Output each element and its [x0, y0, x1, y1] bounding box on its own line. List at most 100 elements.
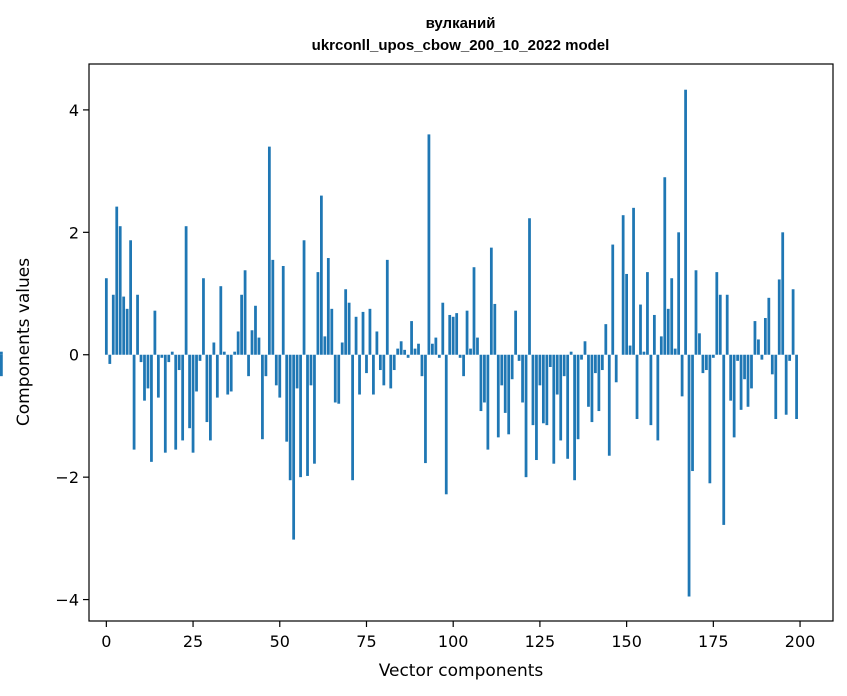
bar-178: [722, 354, 726, 525]
bar-191: [767, 297, 771, 355]
bar-56: [299, 354, 302, 478]
bar-166: [680, 354, 684, 397]
bar-67: [337, 354, 341, 404]
bar-63: [323, 336, 327, 355]
bar-61: [316, 272, 320, 355]
bar-172: [701, 354, 705, 374]
bar-43: [254, 305, 257, 355]
bar-77: [372, 354, 375, 395]
y-axis-ticks: −4 −2 0 2 4: [55, 101, 89, 610]
bar-93: [427, 134, 431, 355]
bar-28: [202, 278, 205, 355]
y-tick-label-2: 2: [69, 223, 79, 242]
plot-frame: [88, 63, 834, 622]
bar-101: [455, 313, 459, 355]
bar-163: [670, 278, 674, 355]
bar-107: [476, 337, 479, 355]
bar-119: [517, 354, 521, 361]
bar-147: [614, 354, 618, 383]
bar-10: [139, 354, 143, 363]
bar-94: [431, 343, 434, 355]
y-tick-label-4: 4: [69, 101, 79, 120]
bar-154: [639, 304, 642, 355]
bar-196: [784, 354, 788, 415]
bar-36: [229, 354, 233, 392]
bar-181: [732, 354, 736, 438]
bar-70: [347, 302, 351, 355]
bar-130: [555, 354, 559, 395]
bar-8: [132, 354, 136, 450]
bar-112: [493, 303, 497, 355]
bar-68: [340, 342, 344, 355]
bar-155: [642, 351, 646, 355]
bar-167: [684, 89, 687, 355]
y-axis-label: Components values: [14, 258, 34, 426]
bar-162: [666, 308, 670, 355]
bar-65: [330, 308, 334, 355]
bar-106: [472, 267, 476, 355]
bar-12: [146, 354, 150, 389]
bar-110: [486, 354, 490, 450]
bar-157: [649, 354, 653, 426]
bar-187: [753, 321, 757, 355]
bar-188: [757, 339, 760, 355]
bar-135: [573, 354, 576, 481]
bar-140: [590, 354, 594, 423]
bar-98: [444, 354, 448, 495]
bar-189: [760, 354, 764, 360]
bar-84: [396, 348, 400, 355]
bar-179: [725, 294, 729, 355]
bar-153: [635, 354, 639, 420]
bar-186: [750, 354, 753, 389]
bar-6: [125, 308, 129, 355]
bar-142: [597, 354, 601, 412]
bar-18: [167, 354, 171, 363]
bar-73: [358, 354, 361, 395]
bar-185: [746, 354, 750, 407]
bar-141: [594, 354, 597, 374]
bar-137: [580, 354, 583, 360]
bar-35: [226, 354, 230, 395]
bar-127: [545, 354, 549, 426]
bar-69: [344, 289, 348, 355]
bar-29: [205, 354, 209, 423]
bar-45: [261, 354, 264, 440]
bar-40: [243, 270, 247, 355]
x-axis-ticks: 0 25 50 75 100 125 150 175 200: [101, 621, 815, 651]
bar-182: [736, 354, 739, 361]
bar-132: [562, 354, 566, 377]
bar-34: [222, 351, 226, 355]
x-tick-label-25: 25: [183, 632, 203, 651]
bar-99: [448, 314, 452, 355]
bar-123: [531, 354, 535, 426]
bar-158: [652, 314, 656, 355]
bar-78: [375, 331, 379, 355]
bar-2: [111, 294, 115, 355]
bar-92: [424, 354, 427, 464]
bar-175: [711, 354, 715, 358]
bar-183: [739, 354, 743, 410]
bar-5: [122, 296, 126, 355]
bar-undefined: [0, 354, 3, 377]
bars-group: [0, 89, 798, 597]
bar-145: [607, 354, 611, 456]
bar-168: [687, 354, 691, 597]
bar-53: [288, 354, 292, 481]
bar-71: [351, 354, 354, 481]
x-tick-label-75: 75: [356, 632, 376, 651]
bar-176: [715, 272, 719, 355]
chart-title: вулканий: [426, 15, 496, 32]
bar-17: [163, 354, 167, 453]
bar-38: [236, 331, 240, 355]
bar-80: [382, 354, 386, 386]
bar-133: [566, 354, 570, 459]
bar-122: [528, 218, 531, 355]
bar-9: [136, 294, 139, 355]
bar-126: [541, 354, 545, 424]
bar-60: [313, 354, 316, 464]
x-tick-label-50: 50: [270, 632, 290, 651]
bar-117: [510, 354, 514, 380]
bar-197: [788, 354, 792, 361]
bar-4: [118, 226, 122, 355]
bar-31: [212, 342, 216, 355]
